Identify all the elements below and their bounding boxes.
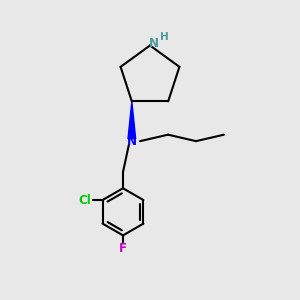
Text: N: N bbox=[148, 38, 158, 50]
Polygon shape bbox=[128, 101, 136, 139]
Text: N: N bbox=[127, 135, 137, 148]
Text: F: F bbox=[119, 242, 127, 255]
Text: Cl: Cl bbox=[78, 194, 91, 206]
Text: H: H bbox=[160, 32, 169, 42]
